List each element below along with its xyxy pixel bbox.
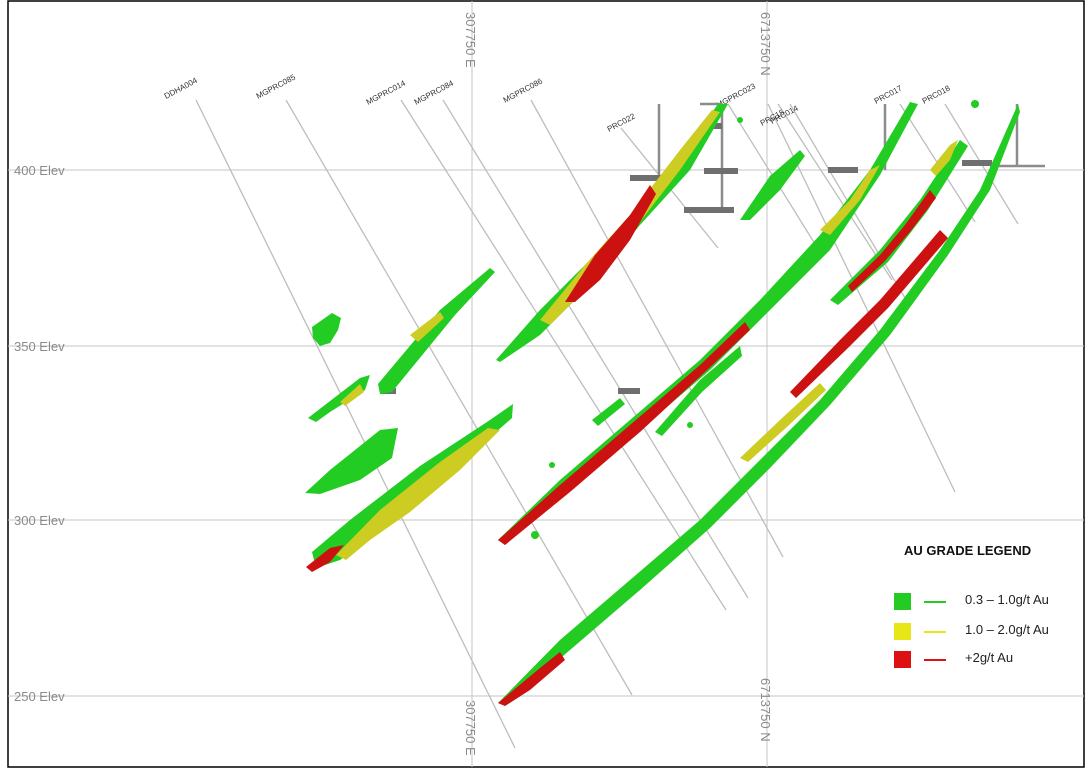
lode-green-b: [305, 428, 398, 494]
legend-label-low: 0.3 – 1.0g/t Au: [965, 592, 1049, 607]
collar-bar-5: [828, 167, 858, 173]
legend-swatch-yellow: [894, 623, 911, 640]
lode-red-central: [498, 322, 750, 545]
lode-green-small-5: [592, 398, 625, 426]
legend-line-green: [924, 601, 946, 603]
legend-label-mid: 1.0 – 2.0g/t Au: [965, 622, 1049, 637]
lode-green-upper-mid: [496, 104, 728, 362]
lode-speck-2: [549, 462, 555, 468]
lode-yellow-lower: [740, 383, 826, 462]
legend-item-mid: 1.0 – 2.0g/t Au: [894, 620, 1084, 642]
legend-line-red: [924, 659, 946, 661]
hole-label-ddha004: DDHA004: [163, 76, 200, 101]
lode-green-small-4: [655, 346, 742, 436]
collar-bar-1: [630, 175, 661, 181]
lode-red-main-left: [306, 545, 344, 572]
lode-green-central: [498, 102, 918, 545]
hole-label-prc022: PRC022: [606, 111, 637, 133]
collar-bar-6: [962, 160, 992, 166]
drill-trace-mgprc084: [442, 99, 749, 599]
drill-trace-prc014: [777, 103, 893, 281]
collar-bar-8: [618, 388, 640, 394]
legend-swatch-green: [894, 593, 911, 610]
hole-label-prc017: PRC017: [873, 83, 904, 105]
lode-speck-1: [531, 531, 539, 539]
easting-label-top: 307750 E: [463, 12, 478, 68]
drill-trace-prc15: [767, 103, 956, 493]
au-grade-legend: AU GRADE LEGEND 0.3 – 1.0g/t Au 1.0 – 2.…: [882, 540, 1082, 680]
lode-yellow-a: [410, 312, 444, 342]
elev-label-300: 300 Elev: [14, 513, 65, 528]
easting-label-bottom: 307750 E: [463, 700, 478, 756]
lode-speck-4: [971, 100, 979, 108]
gold-lodes: [305, 100, 1020, 706]
collar-bar-4: [710, 123, 722, 129]
hole-label-prc014: PRC014: [769, 103, 800, 125]
hole-label-mgprc084: MGPRC084: [413, 78, 456, 106]
lode-green-small-1: [312, 313, 341, 346]
lode-green-small-3: [740, 150, 805, 220]
lode-red-lower-tail: [498, 652, 565, 706]
lode-green-right: [830, 140, 968, 305]
drill-trace-mgprc085: [285, 99, 633, 696]
lode-speck-5: [737, 117, 743, 123]
legend-title: AU GRADE LEGEND: [904, 543, 1032, 558]
lode-green-small-2: [308, 375, 370, 422]
elev-label-350: 350 Elev: [14, 339, 65, 354]
hole-label-mgprc085: MGPRC085: [255, 72, 298, 100]
hole-label-mgprc086: MGPRC086: [502, 76, 545, 104]
legend-item-low: 0.3 – 1.0g/t Au: [894, 590, 1084, 612]
northing-label-bottom: 6713750 N: [758, 678, 773, 742]
legend-label-high: +2g/t Au: [965, 650, 1014, 665]
lode-yellow-small-2: [340, 384, 364, 406]
legend-line-yellow: [924, 631, 946, 633]
drill-trace-ddha004: [195, 99, 516, 749]
lode-yellow-right: [930, 140, 958, 176]
legend-swatch-red: [894, 651, 911, 668]
hole-label-prc018: PRC018: [921, 83, 952, 105]
elev-label-250: 250 Elev: [14, 689, 65, 704]
lode-red-upper-mid: [565, 185, 656, 302]
collar-bar-2: [704, 168, 738, 174]
elev-label-400: 400 Elev: [14, 163, 65, 178]
lode-yellow-central: [820, 165, 880, 235]
drill-hole-labels: DDHA004 MGPRC085 MGPRC014 MGPRC084 MGPRC…: [163, 72, 952, 133]
drill-trace-mgprc014: [400, 99, 727, 611]
section-frame: [7, 0, 1085, 768]
lode-red-right: [848, 190, 936, 292]
legend-item-high: +2g/t Au: [894, 648, 1084, 670]
lode-red-lower: [790, 230, 948, 398]
northing-label-top: 6713750 N: [758, 12, 773, 76]
lode-speck-3: [687, 422, 693, 428]
lode-yellow-main-left: [336, 428, 500, 560]
hole-label-mgprc014: MGPRC014: [365, 78, 408, 106]
collar-bar-3: [684, 207, 734, 213]
lode-green-a: [378, 268, 495, 394]
